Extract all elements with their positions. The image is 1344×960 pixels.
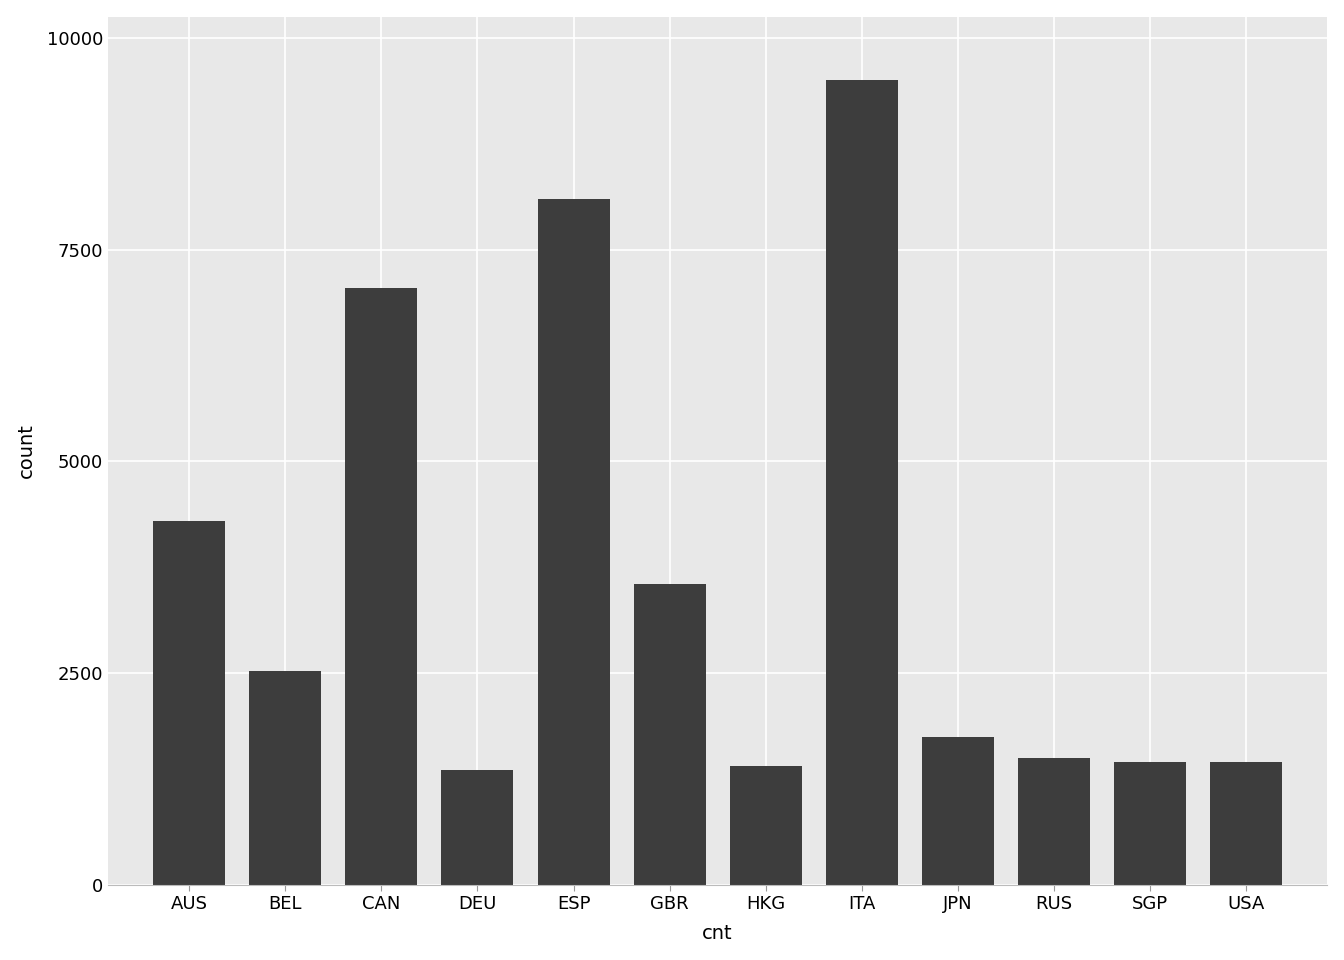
Bar bbox=[1210, 762, 1282, 885]
X-axis label: cnt: cnt bbox=[703, 924, 732, 944]
Bar bbox=[1114, 762, 1187, 885]
Bar bbox=[153, 520, 226, 885]
Bar bbox=[1017, 757, 1090, 885]
Bar bbox=[249, 671, 321, 885]
Bar bbox=[441, 771, 513, 885]
Y-axis label: count: count bbox=[16, 423, 36, 478]
Bar bbox=[633, 584, 706, 885]
Bar bbox=[538, 199, 610, 885]
Bar bbox=[825, 81, 898, 885]
Bar bbox=[345, 288, 418, 885]
Bar bbox=[922, 736, 995, 885]
Bar bbox=[730, 766, 802, 885]
